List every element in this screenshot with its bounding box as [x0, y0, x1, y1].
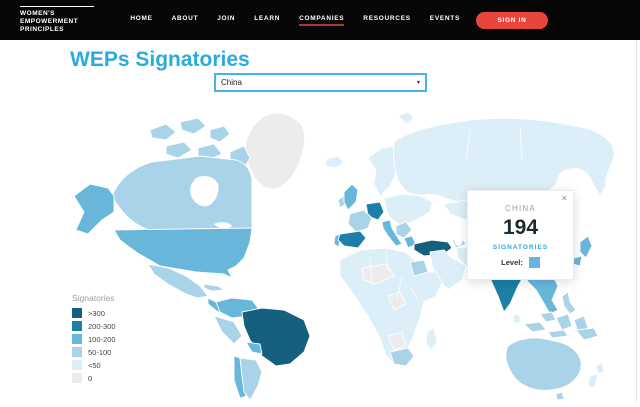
- map-region-peru[interactable]: [213, 315, 243, 345]
- country-borders: [369, 125, 523, 301]
- legend-label: 50-100: [88, 347, 112, 357]
- legend-label: 200-300: [88, 321, 116, 331]
- close-icon[interactable]: ×: [561, 193, 567, 203]
- map-region-new-zealand[interactable]: [595, 361, 605, 375]
- country-select-dropdown[interactable]: China ▾: [214, 73, 427, 92]
- page-title: WEPs Signatories: [70, 48, 250, 71]
- map-region-canada-arctic[interactable]: [209, 125, 231, 143]
- map-region-mexico[interactable]: [147, 263, 209, 299]
- tooltip-country-name: CHINA: [505, 204, 536, 213]
- tooltip-unit-label: SIGNATORIES: [492, 244, 549, 251]
- map-region-balkans[interactable]: [395, 221, 413, 239]
- map-region-papua-new-guinea[interactable]: [575, 327, 599, 341]
- map-region-italy[interactable]: [381, 219, 403, 247]
- map-region-argentina[interactable]: [239, 357, 263, 401]
- chevron-down-icon: ▾: [416, 80, 420, 86]
- map-region-france[interactable]: [347, 209, 373, 233]
- map-region-cuba[interactable]: [203, 283, 225, 292]
- country-select-value: China: [221, 78, 242, 87]
- legend-swatch: [72, 308, 82, 318]
- map-region-usa[interactable]: [113, 227, 253, 279]
- logo-line-3: PRINCIPLES: [20, 26, 65, 33]
- map-region-sahel[interactable]: [361, 263, 395, 285]
- map-region-japan[interactable]: [572, 255, 583, 267]
- map-region-indonesia[interactable]: [573, 315, 589, 333]
- map-region-saudi[interactable]: [429, 249, 467, 291]
- map-region-bolivia[interactable]: [245, 341, 263, 355]
- map-region-tasmania[interactable]: [555, 391, 565, 401]
- legend-swatch: [72, 347, 82, 357]
- map-region-svalbard[interactable]: [397, 111, 415, 125]
- map-region-russia[interactable]: [393, 117, 615, 203]
- logo-line-1: WOMEN'S: [20, 10, 56, 17]
- map-region-philippines[interactable]: [561, 291, 577, 315]
- legend-swatch: [72, 360, 82, 370]
- sign-in-button[interactable]: SIGN IN: [476, 11, 548, 29]
- tooltip-level-label: Level:: [501, 258, 523, 267]
- map-region-eastern-europe[interactable]: [383, 193, 433, 227]
- map-region-south-africa[interactable]: [389, 347, 415, 367]
- map-region-sri-lanka[interactable]: [512, 313, 522, 325]
- map-region-australia[interactable]: [505, 337, 582, 391]
- map-region-canada[interactable]: [111, 155, 253, 235]
- legend-label: 0: [88, 373, 93, 383]
- logo-line-2: EMPOWERMENT: [20, 18, 79, 25]
- main-nav: HOME ABOUT JOIN LEARN COMPANIES RESOURCES EVEN…: [130, 15, 460, 26]
- legend-label: 100-200: [88, 334, 116, 344]
- map-region-iceland[interactable]: [325, 155, 345, 169]
- map-region-madagascar[interactable]: [425, 327, 438, 351]
- nav-item-companies[interactable]: COMPANIES: [299, 15, 345, 26]
- great-lakes-water: [214, 222, 232, 229]
- legend-item: 0: [72, 373, 116, 383]
- nav-item-home[interactable]: HOME: [130, 14, 153, 22]
- map-region-indonesia[interactable]: [523, 321, 547, 333]
- nav-item-events[interactable]: EVENTS: [429, 14, 460, 22]
- map-region-canada-arctic[interactable]: [165, 141, 193, 159]
- black-sea-water: [422, 229, 446, 237]
- map-region-malaysia[interactable]: [539, 311, 557, 323]
- map-region-indonesia[interactable]: [547, 329, 569, 339]
- map-region-greenland[interactable]: [245, 112, 305, 190]
- legend-title: Signatories: [72, 293, 115, 303]
- legend-swatch: [72, 373, 82, 383]
- map-region-uk[interactable]: [343, 183, 359, 211]
- map-region-alaska[interactable]: [73, 183, 115, 235]
- legend-item: 200-300: [72, 321, 116, 331]
- caspian-sea-water: [453, 218, 464, 246]
- hudson-bay-water: [190, 176, 219, 207]
- map-region-canada-arctic[interactable]: [179, 117, 207, 135]
- tooltip-signatories-count: 194: [502, 216, 539, 239]
- nav-item-resources[interactable]: RESOURCES: [363, 14, 411, 22]
- map-region-new-zealand[interactable]: [587, 373, 599, 389]
- legend-item: <50: [72, 360, 116, 370]
- map-region-japan[interactable]: [579, 235, 593, 259]
- legend-item: 100-200: [72, 334, 116, 344]
- legend-label: >300: [88, 308, 105, 318]
- map-region-egypt[interactable]: [409, 259, 429, 277]
- map-region-indonesia[interactable]: [555, 313, 573, 331]
- scrollbar-track[interactable]: [636, 40, 637, 402]
- weps-logo[interactable]: WOMEN'S EMPOWERMENT PRINCIPLES: [20, 6, 94, 34]
- tooltip-level-row: Level:: [468, 257, 573, 268]
- top-navbar: WOMEN'S EMPOWERMENT PRINCIPLES HOME ABOUT…: [0, 0, 640, 40]
- map-legend: Signatories >300 200-300 100-200 50-100 <50 0: [72, 293, 116, 386]
- country-tooltip: × CHINA 194 SIGNATORIES Level:: [467, 190, 574, 280]
- legend-swatch: [72, 334, 82, 344]
- legend-label: <50: [88, 360, 101, 370]
- map-region-canada-arctic[interactable]: [149, 123, 177, 141]
- map-region-africa[interactable]: [339, 247, 443, 365]
- map-region-central-africa[interactable]: [387, 291, 407, 311]
- legend-item: >300: [72, 308, 116, 318]
- nav-item-about[interactable]: ABOUT: [171, 14, 199, 22]
- level-swatch: [528, 257, 540, 268]
- nav-item-learn[interactable]: LEARN: [254, 14, 281, 22]
- map-region-brazil[interactable]: [241, 307, 311, 367]
- nav-item-join[interactable]: JOIN: [217, 14, 236, 22]
- legend-item: 50-100: [72, 347, 116, 357]
- map-region-spain[interactable]: [337, 230, 367, 249]
- legend-swatch: [72, 321, 82, 331]
- map-region-southwest-africa[interactable]: [387, 331, 407, 351]
- legend-items: >300 200-300 100-200 50-100 <50 0: [72, 308, 116, 383]
